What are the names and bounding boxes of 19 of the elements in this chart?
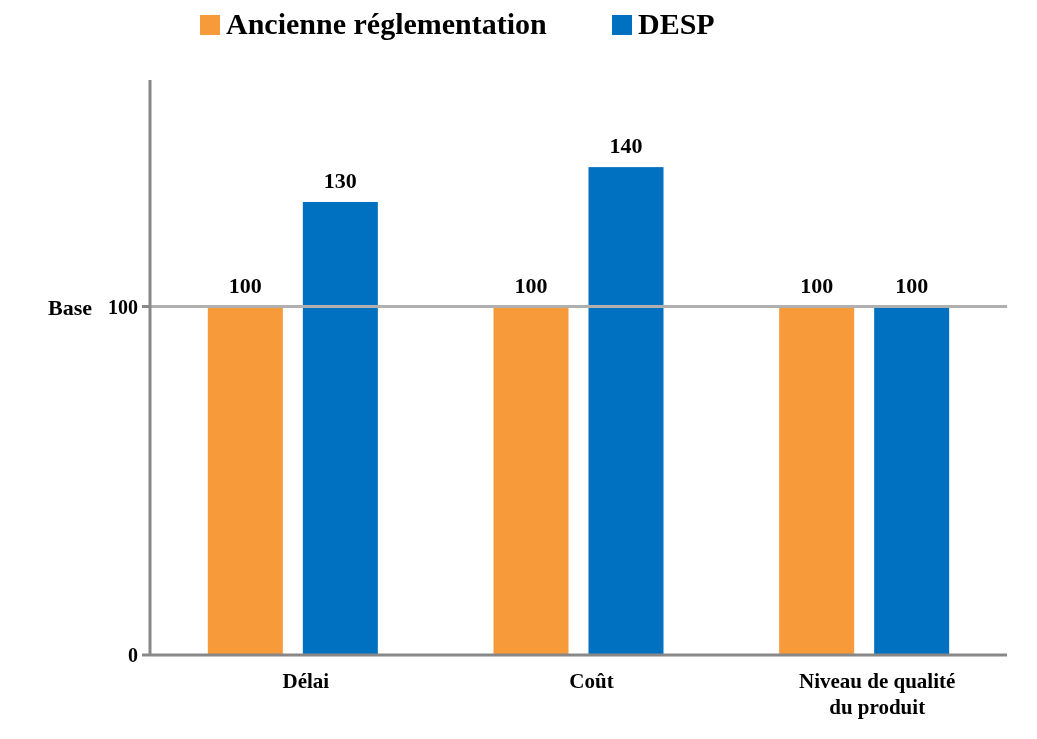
data-label: 100: [514, 272, 548, 298]
bar: [493, 306, 569, 655]
x-tick-label: Niveau de qualité du produit: [798, 669, 956, 719]
data-label: 100: [895, 272, 929, 298]
data-label: 140: [609, 133, 643, 159]
bar: [874, 306, 950, 655]
x-tick-label: Délai: [282, 669, 330, 693]
data-label: 130: [323, 167, 357, 193]
x-tick-label: Coût: [569, 669, 614, 693]
y-tick-label: 0: [128, 644, 138, 666]
data-label: 100: [228, 272, 262, 298]
legend-label: DESP: [638, 7, 715, 40]
bar: [302, 201, 378, 655]
bar: [588, 167, 664, 655]
data-label: 100: [800, 272, 834, 298]
legend-label: Ancienne réglementation: [226, 7, 548, 40]
ref-line-label: Base: [48, 294, 93, 320]
bar: [207, 306, 283, 655]
bar: [779, 306, 855, 655]
